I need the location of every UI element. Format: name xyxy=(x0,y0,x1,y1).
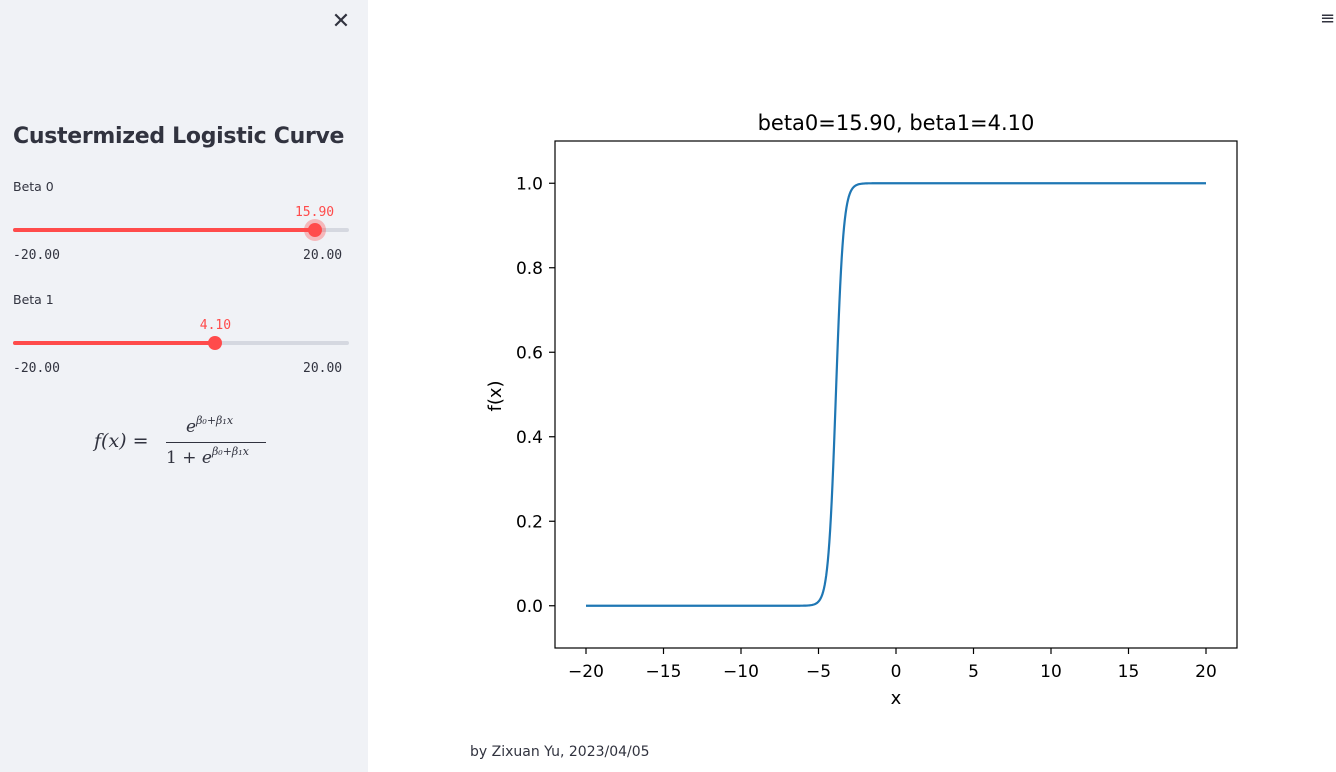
main-menu-button[interactable]: ≡ xyxy=(1320,8,1336,32)
beta1-value: 4.10 xyxy=(199,318,232,333)
beta1-slider-thumb[interactable] xyxy=(208,336,223,350)
close-icon: ✕ xyxy=(331,8,351,34)
sidebar-title: Custermized Logistic Curve xyxy=(13,124,345,149)
beta0-slider-fill xyxy=(13,228,315,232)
formula-num-exponent: β₀+β₁x xyxy=(196,414,234,427)
beta1-min-label: -20.00 xyxy=(13,361,60,376)
sidebar: ✕ Custermized Logistic Curve Beta 0 15.9… xyxy=(0,0,368,772)
series-line xyxy=(586,182,1206,607)
beta0-min-label: -20.00 xyxy=(13,248,60,263)
x-tick-label: 20 xyxy=(1195,662,1217,682)
y-tick-label: 1.0 xyxy=(516,174,543,194)
x-tick-label: −15 xyxy=(646,662,682,682)
y-tick-label: 0.8 xyxy=(516,259,543,279)
formula-fraction-bar xyxy=(166,442,266,443)
x-tick-label: 15 xyxy=(1118,662,1140,682)
x-tick-label: 0 xyxy=(891,662,902,682)
beta1-max-label: 20.00 xyxy=(303,361,343,376)
x-tick-label: −20 xyxy=(568,662,604,682)
beta1-label: Beta 1 xyxy=(13,292,54,307)
formula-num-base: e xyxy=(186,417,197,437)
beta1-slider-fill xyxy=(13,341,216,345)
x-tick-label: 5 xyxy=(968,662,979,682)
x-tick-label: −5 xyxy=(806,662,831,682)
y-tick-label: 0.6 xyxy=(516,343,543,363)
x-axis-label: x xyxy=(891,688,902,709)
logistic-chart: beta0=15.90, beta1=4.10 −20 −15 −10 −5 0 5 10 1… xyxy=(485,111,1238,709)
beta0-max-label: 20.00 xyxy=(303,248,343,263)
close-sidebar-button[interactable]: ✕ xyxy=(328,8,354,34)
y-tick-label: 0.0 xyxy=(516,597,543,617)
logistic-formula: f(x) = eβ₀+β₁x 1 + eβ₀+β₁x xyxy=(94,414,274,474)
formula-lhs: f(x) xyxy=(94,430,127,452)
beta0-value: 15.90 xyxy=(294,205,335,220)
x-tick-label: −10 xyxy=(723,662,759,682)
chart-title: beta0=15.90, beta1=4.10 xyxy=(758,111,1035,135)
beta0-slider-thumb[interactable] xyxy=(307,223,322,237)
formula-equals: = xyxy=(132,430,149,452)
y-tick-label: 0.2 xyxy=(516,512,543,532)
x-tick-label: 10 xyxy=(1040,662,1062,682)
formula-den-base: e xyxy=(201,448,212,468)
plot-frame xyxy=(554,140,1238,649)
beta1-slider[interactable] xyxy=(13,336,349,350)
formula-den-prefix: 1 + xyxy=(166,448,202,468)
footer-credit: by Zixuan Yu, 2023/04/05 xyxy=(470,744,650,760)
formula-den-exponent: β₀+β₁x xyxy=(211,445,249,458)
hamburger-menu-icon: ≡ xyxy=(1320,8,1336,29)
y-tick-label: 0.4 xyxy=(516,428,543,448)
beta0-slider[interactable] xyxy=(13,223,349,237)
y-axis-label: f(x) xyxy=(485,380,506,411)
beta0-label: Beta 0 xyxy=(13,179,54,194)
